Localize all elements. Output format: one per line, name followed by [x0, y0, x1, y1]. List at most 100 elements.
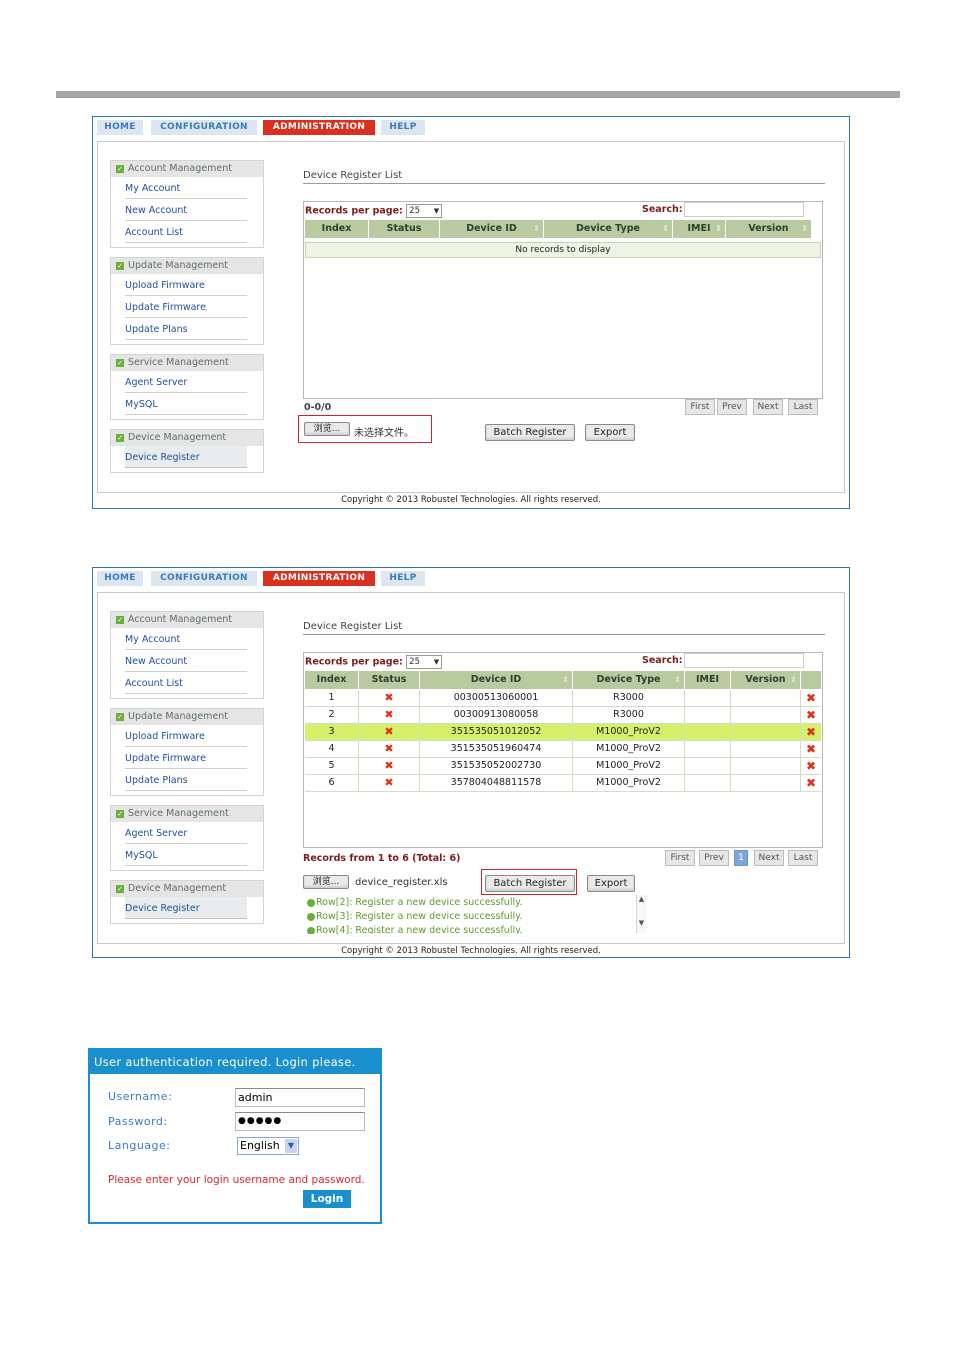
tab-administration[interactable]: ADMINISTRATION: [263, 120, 375, 135]
table-row[interactable]: 5 ✖ 351535052002730 M1000_ProV2 ✖: [305, 758, 821, 775]
record-info: Records from 1 to 6 (Total: 6): [303, 853, 461, 864]
copyright: Copyright © 2013 Robustel Technologies. …: [341, 495, 601, 505]
main-panel: Device Register List Records per page: 2…: [303, 621, 825, 934]
delete-icon[interactable]: ✖: [805, 725, 817, 739]
password-field[interactable]: ●●●●●: [235, 1112, 365, 1131]
language-select[interactable]: English ▼: [237, 1137, 299, 1155]
col-device-id[interactable]: Device ID ⇕: [440, 220, 544, 238]
login-header: User authentication required. Login plea…: [90, 1050, 380, 1074]
export-button[interactable]: Export: [587, 875, 635, 892]
table-row[interactable]: 1 ✖ 00300513060001 R3000 ✖: [305, 690, 821, 707]
sidebar-item-update-plans[interactable]: Update Plans: [125, 769, 247, 791]
batch-register-button[interactable]: Batch Register: [485, 875, 575, 892]
tab-configuration[interactable]: CONFIGURATION: [151, 571, 257, 586]
sidebar-item-update-plans[interactable]: Update Plans: [125, 318, 247, 340]
tab-configuration[interactable]: CONFIGURATION: [151, 120, 257, 135]
sort-icon: ⇕: [674, 675, 681, 684]
delete-icon[interactable]: ✖: [805, 776, 817, 790]
pager-last[interactable]: Last: [788, 399, 818, 415]
browse-button[interactable]: 浏览...: [304, 422, 350, 436]
login-button[interactable]: Login: [303, 1190, 351, 1208]
sidebar-group-header[interactable]: ✓ Service Management: [111, 806, 263, 822]
col-imei[interactable]: IMEI ⇕: [673, 220, 726, 238]
record-count: 0-0/0: [304, 402, 332, 413]
sidebar-item-account-list[interactable]: Account List: [125, 221, 247, 243]
pager-page-1[interactable]: 1: [734, 850, 748, 866]
browse-button[interactable]: 浏览...: [303, 875, 349, 889]
col-imei[interactable]: IMEI: [685, 671, 731, 689]
sort-icon: ⇕: [662, 224, 669, 233]
sidebar-item-account-list[interactable]: Account List: [125, 672, 247, 694]
pager-prev[interactable]: Prev: [717, 399, 747, 415]
sidebar-group-header[interactable]: ✓ Account Management: [111, 612, 263, 628]
search-label: Search:: [642, 204, 683, 215]
sidebar-item-mysql[interactable]: MySQL: [125, 393, 247, 415]
sort-icon: ⇕: [801, 224, 808, 233]
sidebar-item-agent-server[interactable]: Agent Server: [125, 371, 247, 393]
tab-help[interactable]: HELP: [381, 571, 425, 586]
sidebar-item-upload-firmware[interactable]: Upload Firmware: [125, 725, 247, 747]
delete-cell: ✖: [801, 775, 821, 792]
pager-last[interactable]: Last: [788, 850, 818, 866]
delete-icon[interactable]: ✖: [805, 759, 817, 773]
tab-help[interactable]: HELP: [381, 120, 425, 135]
search-input[interactable]: [684, 202, 804, 217]
sidebar-item-device-register[interactable]: Device Register: [125, 897, 247, 919]
col-device-type[interactable]: Device Type ⇕: [544, 220, 673, 238]
sidebar-item-update-firmware[interactable]: Update Firmware: [125, 747, 247, 769]
device-table: Records per page: 25 ▼ Search: Index Stat…: [303, 201, 823, 399]
col-status[interactable]: Status: [369, 220, 440, 238]
sidebar-item-update-firmware[interactable]: Update Firmware: [125, 296, 247, 318]
col-index[interactable]: Index: [305, 220, 369, 238]
table-row[interactable]: 6 ✖ 357804048811578 M1000_ProV2 ✖: [305, 775, 821, 792]
batch-register-button[interactable]: Batch Register: [485, 424, 575, 441]
col-status[interactable]: Status: [359, 671, 420, 689]
tab-home[interactable]: HOME: [97, 571, 143, 586]
col-device-type[interactable]: Device Type ⇕: [573, 671, 685, 689]
scroll-up-icon[interactable]: ▲: [638, 895, 645, 903]
pager-first[interactable]: First: [665, 850, 695, 866]
sidebar-group-header[interactable]: ✓ Device Management: [111, 430, 263, 446]
sidebar-item-my-account[interactable]: My Account: [125, 628, 247, 650]
cell-imei: [685, 690, 731, 707]
delete-icon[interactable]: ✖: [805, 691, 817, 705]
sidebar-item-new-account[interactable]: New Account: [125, 650, 247, 672]
sidebar-item-mysql[interactable]: MySQL: [125, 844, 247, 866]
success-icon: [307, 912, 315, 921]
export-button[interactable]: Export: [585, 424, 635, 441]
sidebar-item-my-account[interactable]: My Account: [125, 177, 247, 199]
delete-icon[interactable]: ✖: [805, 708, 817, 722]
pager-prev[interactable]: Prev: [699, 850, 729, 866]
col-device-id[interactable]: Device ID ⇕: [420, 671, 573, 689]
sidebar-group-header[interactable]: ✓ Update Management: [111, 709, 263, 725]
col-index[interactable]: Index: [305, 671, 359, 689]
table-row[interactable]: 2 ✖ 00300913080058 R3000 ✖: [305, 707, 821, 724]
sidebar-item-upload-firmware[interactable]: Upload Firmware: [125, 274, 247, 296]
records-per-page-select[interactable]: 25 ▼: [406, 655, 443, 669]
sidebar-item-agent-server[interactable]: Agent Server: [125, 822, 247, 844]
table-row[interactable]: 3 ✖ 351535051012052 M1000_ProV2 ✖: [305, 724, 821, 741]
username-field[interactable]: admin: [235, 1088, 365, 1107]
scroll-down-icon[interactable]: ▼: [638, 919, 645, 927]
tab-administration[interactable]: ADMINISTRATION: [263, 571, 375, 586]
sidebar-group-header[interactable]: ✓ Account Management: [111, 161, 263, 177]
pager-next[interactable]: Next: [754, 850, 784, 866]
sidebar-group-header[interactable]: ✓ Update Management: [111, 258, 263, 274]
search-input[interactable]: [684, 653, 804, 668]
pager-first[interactable]: First: [685, 399, 715, 415]
log-scrollbar[interactable]: ▲ ▼: [636, 895, 646, 933]
table-row[interactable]: 4 ✖ 351535051960474 M1000_ProV2 ✖: [305, 741, 821, 758]
col-version[interactable]: Version ⇕: [731, 671, 801, 689]
sidebar-group-header[interactable]: ✓ Device Management: [111, 881, 263, 897]
cell-device-type: M1000_ProV2: [573, 724, 685, 741]
tab-home[interactable]: HOME: [97, 120, 143, 135]
sidebar-item-device-register[interactable]: Device Register: [125, 446, 247, 468]
login-error: Please enter your login username and pas…: [108, 1174, 365, 1186]
sidebar-group-header[interactable]: ✓ Service Management: [111, 355, 263, 371]
col-version[interactable]: Version ⇕: [726, 220, 812, 238]
pager-next[interactable]: Next: [753, 399, 783, 415]
sidebar-item-new-account[interactable]: New Account: [125, 199, 247, 221]
records-per-page-select[interactable]: 25 ▼: [406, 204, 443, 218]
delete-icon[interactable]: ✖: [805, 742, 817, 756]
status-cell: ✖: [359, 724, 420, 741]
